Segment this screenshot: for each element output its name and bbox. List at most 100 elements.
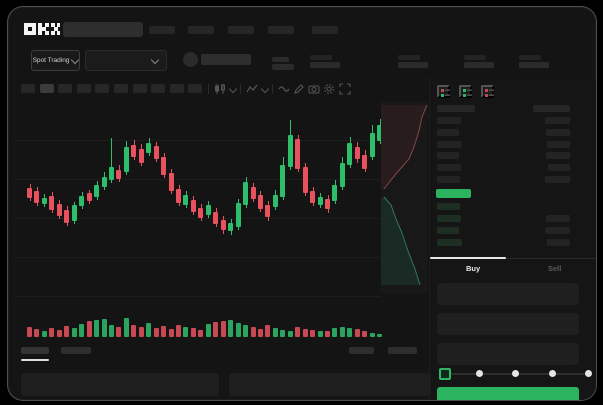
nav-item-2[interactable] [188, 26, 214, 34]
candle-body [101, 177, 107, 187]
search-input[interactable] [63, 22, 143, 37]
stat-label [464, 55, 486, 60]
draw-icon[interactable] [293, 83, 305, 95]
orderbook-view-all-icon[interactable] [437, 85, 450, 98]
ask-amount [545, 117, 570, 124]
volume-bar [235, 323, 241, 337]
bid-price[interactable] [437, 227, 459, 234]
volume-bar [108, 325, 114, 337]
chevron-down-icon[interactable] [228, 84, 238, 94]
gridline [15, 140, 381, 141]
order-price-input[interactable] [437, 283, 579, 305]
candle-body [79, 196, 85, 206]
slider-dot[interactable] [548, 370, 556, 377]
stat-value [310, 62, 340, 68]
bottom-tab-2[interactable] [61, 347, 91, 354]
timeframe-button[interactable] [76, 84, 91, 93]
bottom-action-1[interactable] [349, 347, 374, 354]
timeframe-button[interactable] [151, 84, 166, 93]
order-amount-input[interactable] [437, 313, 579, 335]
volume-bar [34, 329, 40, 337]
candle-body [41, 198, 47, 204]
stat-value [398, 62, 428, 68]
timeframe-button[interactable] [58, 84, 73, 93]
candle-body [64, 210, 70, 223]
timeframe-button[interactable] [114, 84, 128, 93]
wave-icon[interactable] [278, 83, 290, 95]
candlestick-chart[interactable] [15, 101, 383, 337]
slider-dot[interactable] [439, 368, 451, 380]
candle-body [347, 143, 353, 165]
candle-body [213, 212, 219, 224]
stat-label [310, 55, 332, 60]
timeframe-button[interactable] [21, 84, 35, 93]
gridline [15, 257, 381, 258]
slider-dot[interactable] [475, 370, 483, 377]
timeframe-button[interactable] [169, 84, 184, 93]
volume-bar [123, 318, 129, 337]
slider-dot[interactable] [585, 370, 592, 377]
volume-bar [250, 327, 256, 337]
gridline [15, 218, 381, 219]
bid-price[interactable] [437, 239, 462, 246]
candle-body [250, 187, 256, 199]
bid-amount [546, 215, 570, 222]
nav-item-1[interactable] [149, 26, 175, 34]
okx-logo [24, 23, 60, 35]
volume-bar [317, 331, 323, 337]
orderbook-view-bids-icon[interactable] [459, 85, 472, 98]
timeframe-button[interactable] [132, 84, 147, 93]
chevron-down-icon [71, 55, 80, 64]
camera-icon[interactable] [308, 83, 320, 95]
candle-body [325, 199, 330, 209]
nav-item-3[interactable] [228, 26, 254, 34]
candle-body [71, 205, 77, 221]
candle-body [146, 143, 152, 153]
nav-item-5[interactable] [312, 26, 338, 34]
candle-body [339, 163, 345, 187]
trading-mode-dropdown[interactable]: Spot Trading [31, 50, 80, 71]
nav-item-4[interactable] [268, 26, 294, 34]
chevron-down-icon[interactable] [260, 84, 270, 94]
bid-price[interactable] [437, 215, 461, 222]
buy-button[interactable] [437, 387, 579, 400]
candle-body [168, 173, 174, 191]
volume-bar [332, 328, 338, 337]
bottom-tab-1[interactable] [21, 347, 49, 354]
fullscreen-icon[interactable] [339, 83, 351, 95]
ask-price[interactable] [437, 152, 459, 159]
timeframe-button[interactable] [39, 84, 54, 93]
pair-name[interactable] [201, 54, 251, 65]
indicators-icon[interactable] [246, 83, 258, 95]
volume-bar [131, 325, 137, 337]
candle-type-icon[interactable] [214, 83, 226, 95]
tab-buy[interactable]: Buy [466, 264, 481, 273]
ask-price[interactable] [437, 117, 461, 124]
bottom-action-2[interactable] [388, 347, 417, 354]
ask-amount [546, 152, 570, 159]
order-total-input[interactable] [437, 343, 579, 365]
ask-price[interactable] [437, 129, 459, 136]
gridline [15, 179, 381, 180]
volume-bar [280, 330, 286, 337]
timeframe-button[interactable] [95, 84, 110, 93]
ask-price[interactable] [437, 176, 460, 183]
timeframe-button[interactable] [188, 84, 203, 93]
volume-bar [161, 326, 167, 337]
orderbook-view-asks-icon[interactable] [481, 85, 494, 98]
ask-amount [545, 176, 570, 183]
bottom-panel-left[interactable] [21, 373, 219, 396]
ask-price[interactable] [437, 164, 461, 171]
candle-body [362, 155, 368, 169]
volume-bar [198, 330, 204, 337]
ask-price[interactable] [437, 141, 462, 148]
settings-icon[interactable] [323, 83, 335, 95]
candle-body [205, 205, 211, 215]
bottom-panel-right[interactable] [229, 373, 431, 396]
interval-dropdown[interactable] [85, 50, 167, 71]
volume-bar [362, 331, 368, 337]
volume-bar [220, 321, 226, 337]
tab-sell[interactable]: Sell [548, 264, 562, 273]
slider-dot[interactable] [512, 370, 519, 377]
bid-price[interactable] [437, 203, 460, 210]
